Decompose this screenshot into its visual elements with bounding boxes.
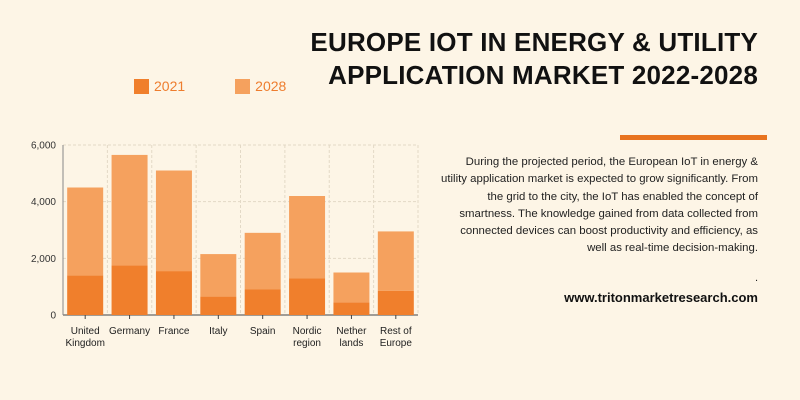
description-text: During the projected period, the Europea… — [441, 156, 758, 255]
bar-2021 — [244, 289, 281, 315]
bar-2021 — [200, 296, 237, 315]
x-tick-label: Spain — [250, 326, 276, 337]
y-tick-label: 6,000 — [31, 141, 56, 152]
bar-2028 — [200, 254, 237, 297]
y-tick-label: 2,000 — [31, 254, 56, 265]
legend: 2021 2028 — [134, 78, 336, 94]
bar-2028 — [289, 196, 326, 279]
legend-item-2028: 2028 — [235, 78, 286, 94]
legend-swatch-2021 — [134, 78, 149, 94]
bar-2021 — [289, 278, 326, 315]
y-tick-label: 4,000 — [31, 197, 56, 208]
accent-divider — [620, 135, 767, 140]
x-tick-label: Nordic region — [293, 326, 322, 349]
title-line-1: EUROPE IOT IN ENERGY & UTILITY — [310, 27, 758, 57]
bar-2028 — [333, 272, 370, 303]
bar-2028 — [244, 232, 281, 290]
legend-label-2021: 2021 — [154, 78, 186, 94]
x-tick-label: France — [158, 326, 190, 337]
bar-2028 — [377, 231, 414, 291]
x-tick-label: United Kingdom — [65, 326, 104, 349]
x-tick-label: Rest of Europe — [380, 326, 413, 349]
x-tick-label: Italy — [209, 326, 227, 337]
description-dot: . — [754, 272, 758, 284]
bar-2021 — [333, 302, 370, 315]
website-link[interactable]: www.tritonmarketresearch.com — [564, 290, 758, 305]
x-tick-label: Germany — [109, 326, 150, 337]
bar-2028 — [111, 154, 148, 266]
legend-label-2028: 2028 — [255, 78, 287, 94]
x-tick-label: Nether lands — [336, 326, 367, 349]
bar-2028 — [155, 170, 192, 272]
legend-swatch-2028 — [235, 78, 251, 94]
bar-2021 — [155, 271, 192, 315]
bar-2021 — [67, 275, 104, 315]
bar-2021 — [111, 265, 148, 315]
y-tick-label: 0 — [50, 311, 56, 322]
legend-item-2021: 2021 — [134, 78, 185, 94]
bar-2028 — [67, 187, 104, 276]
title-line-2: APPLICATION MARKET 2022-2028 — [328, 60, 758, 90]
bar-2021 — [377, 290, 414, 315]
bar-chart: 0 2,000 4,000 6,000 United Kingdom Germany Fran… — [31, 141, 419, 349]
chart-title: EUROPE IOT IN ENERGY & UTILITY APPLICATI… — [288, 26, 758, 92]
